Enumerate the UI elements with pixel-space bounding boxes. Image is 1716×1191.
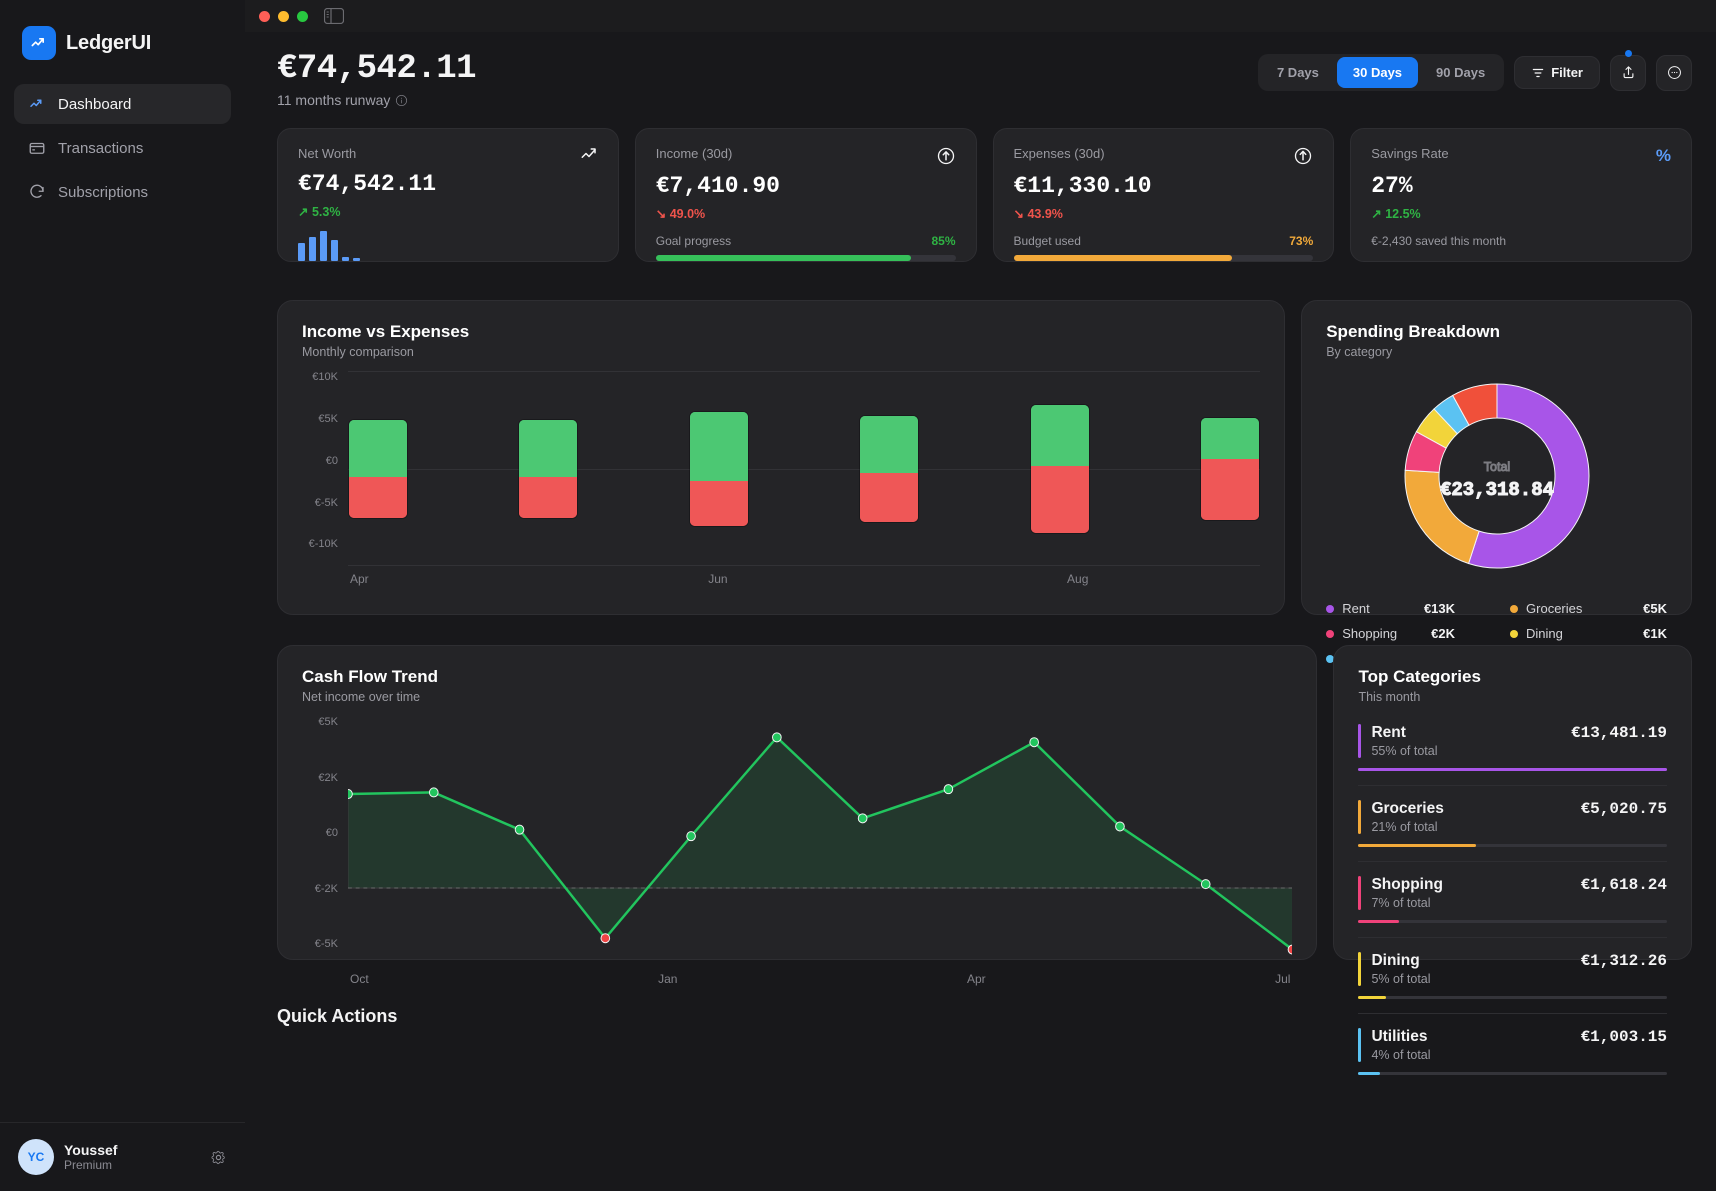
- svg-text:€23,318.84: €23,318.84: [1440, 479, 1554, 501]
- svg-text:Total: Total: [1483, 460, 1509, 474]
